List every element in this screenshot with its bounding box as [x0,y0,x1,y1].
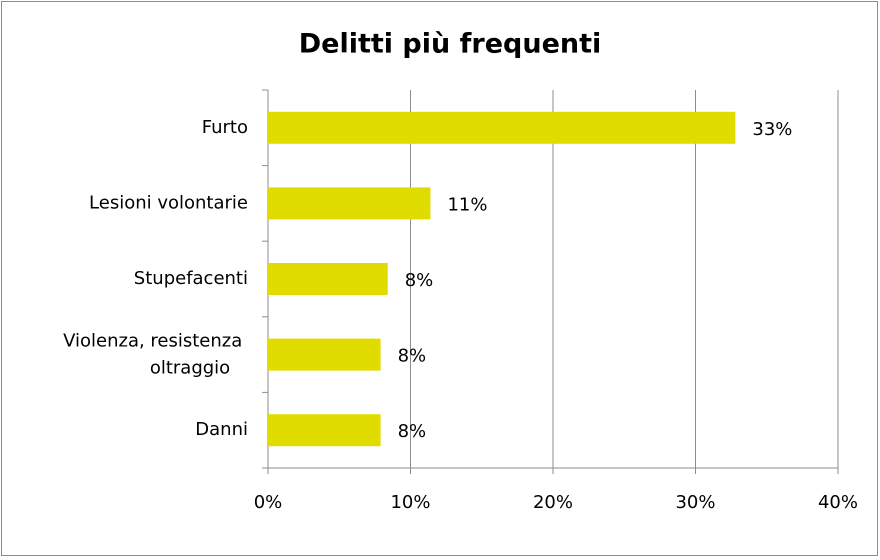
bar [268,187,431,220]
x-tick-label: 0% [254,492,283,513]
bar [268,338,381,371]
x-tick-label: 30% [675,492,715,513]
y-tick-label: Danni [195,419,248,440]
value-label: 8% [398,346,427,367]
x-tick-label: 40% [818,492,858,513]
value-label: 8% [398,421,427,442]
bar [268,263,388,295]
y-tick-label: Lesioni volontarie [89,192,248,213]
bar [268,414,381,447]
chart-title: Delitti più frequenti [299,29,602,60]
value-label: 8% [405,270,434,291]
value-label: 11% [447,194,487,215]
x-tick-label: 20% [533,492,573,513]
x-tick-label: 10% [390,492,430,513]
value-label: 33% [752,119,792,140]
bar [268,111,736,144]
y-tick-label: Violenza, resistenza oltraggio [63,331,248,379]
y-tick-label: Furto [202,117,248,138]
y-tick-label: Stupefacenti [134,268,248,289]
